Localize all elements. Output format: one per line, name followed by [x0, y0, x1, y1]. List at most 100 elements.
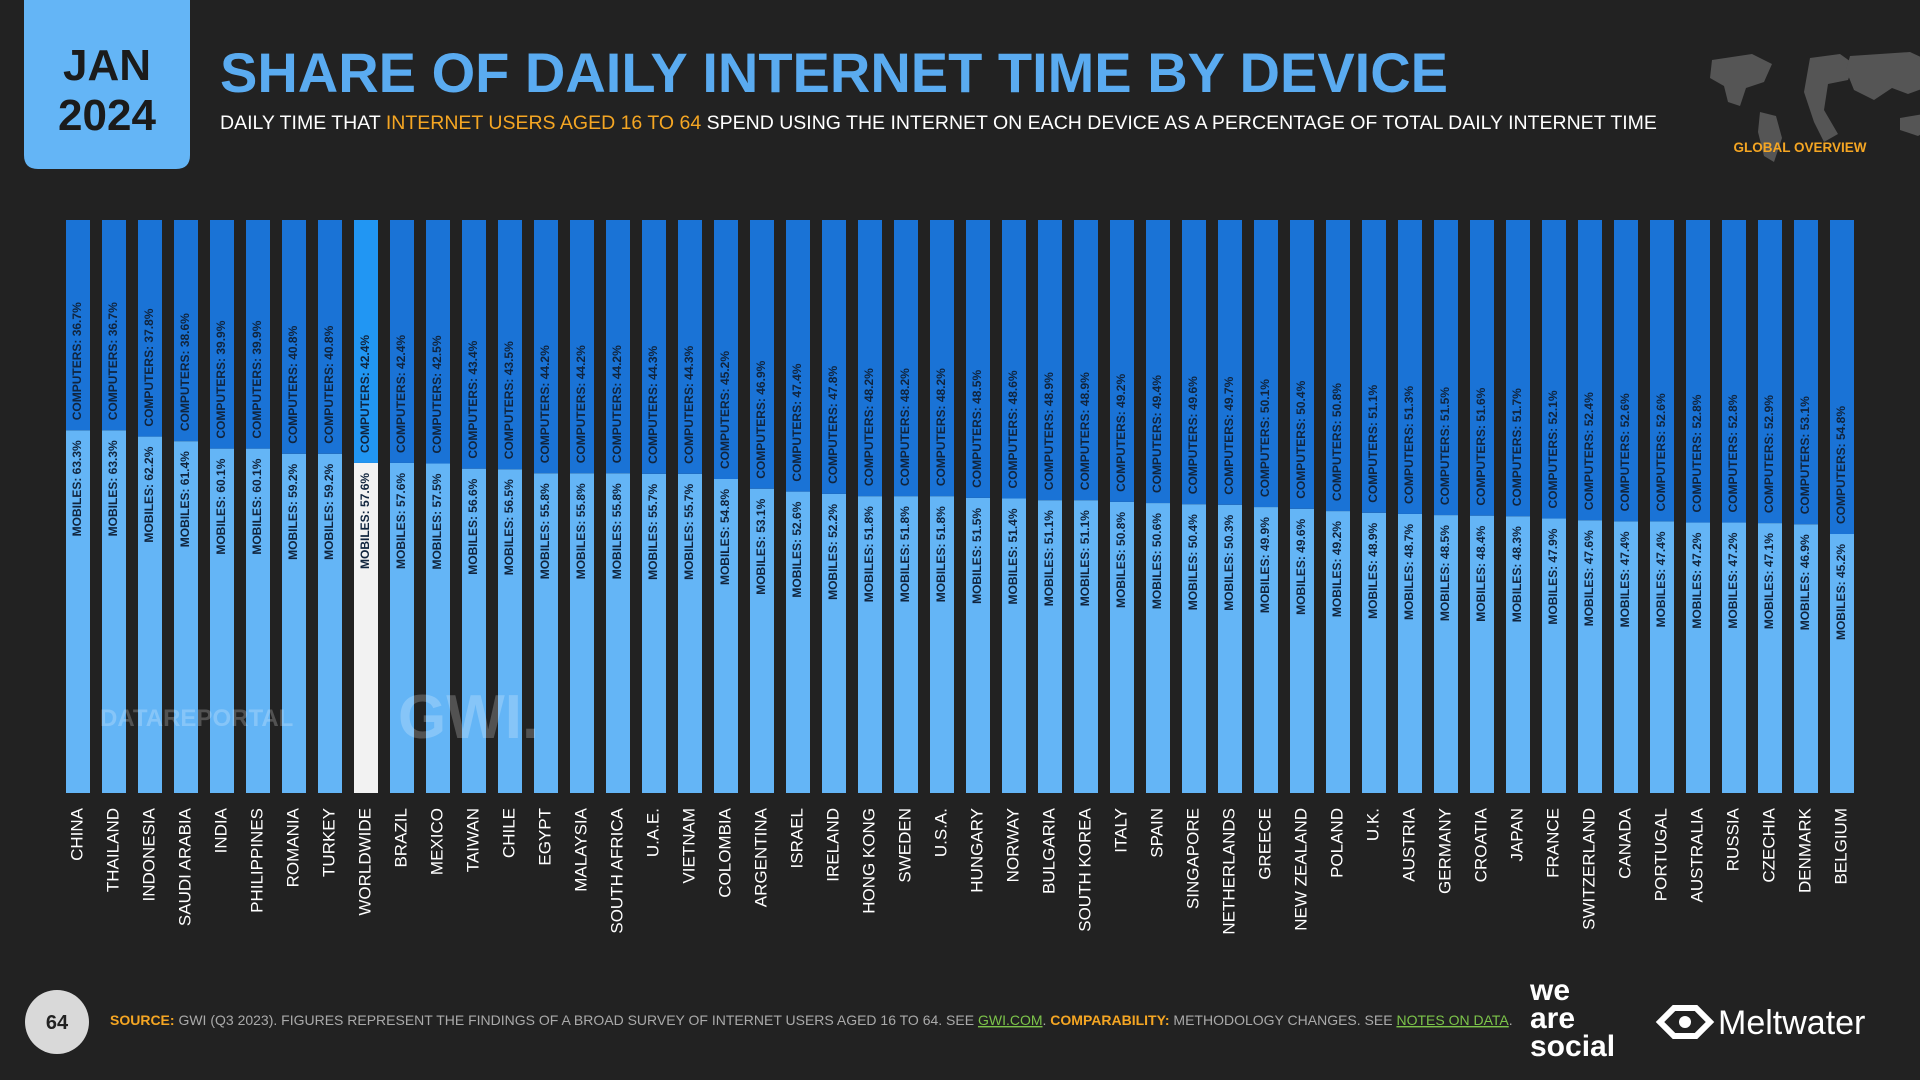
x-tick-label: CHILE — [499, 808, 518, 858]
data-label: MOBILES: 56.6% — [466, 478, 480, 574]
bar-segment — [1794, 220, 1818, 525]
bar-segment — [966, 497, 990, 793]
bar-segment — [1794, 524, 1818, 793]
bar-segment — [750, 488, 774, 793]
x-tick-label: U.S.A. — [931, 808, 950, 857]
x-tick-label: SAUDI ARABIA — [175, 807, 194, 926]
bar-segment — [1506, 516, 1530, 793]
data-label: MOBILES: 51.8% — [934, 506, 948, 602]
data-label: COMPUTERS: 48.2% — [934, 368, 948, 486]
x-tick-label: HONG KONG — [859, 808, 878, 914]
data-label: COMPUTERS: 50.8% — [1330, 383, 1344, 501]
plot: MOBILES: 63.3% COMPUTERS: 36.7% CHINA MOBIL… — [66, 220, 1854, 935]
bar-segment — [1254, 507, 1278, 793]
bar-segment — [1290, 508, 1314, 793]
x-tick-label: U.A.E. — [643, 808, 662, 857]
data-label: MOBILES: 47.6% — [1582, 530, 1596, 626]
wearesocial-logo: we are social — [1529, 974, 1615, 1063]
data-label: MOBILES: 63.3% — [106, 440, 120, 536]
x-tick-label: GREECE — [1255, 808, 1274, 880]
x-tick-label: AUSTRIA — [1399, 807, 1418, 881]
data-label: MOBILES: 47.2% — [1726, 532, 1740, 628]
bar-segment — [1362, 220, 1386, 513]
source-text: . — [1043, 1012, 1051, 1028]
data-label: MOBILES: 46.9% — [1798, 534, 1812, 630]
x-tick-label: HUNGARY — [967, 808, 986, 893]
bar-segment — [1182, 504, 1206, 793]
bar-segment — [642, 220, 666, 474]
source-text: METHODOLOGY CHANGES. SEE — [1170, 1012, 1397, 1028]
bar-segment — [1362, 512, 1386, 793]
bar-segment — [1686, 220, 1710, 523]
bar-segment — [246, 448, 270, 793]
bar-segment — [1002, 220, 1026, 499]
source-text: GWI (Q3 2023). FIGURES REPRESENT THE FIN… — [175, 1012, 978, 1028]
data-label: COMPUTERS: 44.2% — [610, 345, 624, 463]
link[interactable]: NOTES ON DATA — [1396, 1012, 1509, 1028]
date-box — [24, 0, 190, 169]
bar-segment — [426, 463, 450, 793]
data-label: COMPUTERS: 36.7% — [70, 302, 84, 420]
x-tick-label: ITALY — [1111, 808, 1130, 853]
x-tick-label: BRAZIL — [391, 808, 410, 868]
data-label: MOBILES: 51.8% — [862, 506, 876, 602]
data-label: MOBILES: 49.9% — [1258, 517, 1272, 613]
bar-segment — [1326, 511, 1350, 793]
data-label: MOBILES: 59.2% — [322, 463, 336, 559]
bar-segment — [930, 220, 954, 497]
data-label: COMPUTERS: 47.8% — [826, 366, 840, 484]
bar-segment — [858, 496, 882, 793]
bar-segment — [714, 478, 738, 793]
bar-segment — [570, 220, 594, 474]
source-text: . — [1509, 1012, 1513, 1028]
bar-segment — [534, 220, 558, 474]
x-tick-label: CZECHIA — [1759, 807, 1778, 882]
data-label: MOBILES: 50.8% — [1114, 512, 1128, 608]
logo-text: social — [1530, 1030, 1615, 1063]
x-tick-label: SWITZERLAND — [1579, 808, 1598, 930]
bar-segment — [1326, 220, 1350, 512]
x-tick-label: U.K. — [1363, 808, 1382, 841]
data-label: COMPUTERS: 48.9% — [1042, 372, 1056, 490]
data-label: COMPUTERS: 45.2% — [718, 351, 732, 469]
bar-segment — [498, 469, 522, 793]
data-label: COMPUTERS: 38.6% — [178, 313, 192, 431]
bar-segment — [966, 220, 990, 498]
link[interactable]: GWI.COM — [978, 1012, 1043, 1028]
data-label: MOBILES: 51.1% — [1078, 510, 1092, 606]
x-tick-label: GERMANY — [1435, 808, 1454, 894]
data-label: COMPUTERS: 51.5% — [1438, 387, 1452, 505]
data-label: COMPUTERS: 52.6% — [1618, 393, 1632, 511]
bar-segment — [1470, 220, 1494, 516]
data-label: MOBILES: 52.2% — [826, 504, 840, 600]
data-label: MOBILES: 55.8% — [538, 483, 552, 579]
data-label: COMPUTERS: 46.9% — [754, 360, 768, 478]
x-tick-label: COLOMBIA — [715, 807, 734, 897]
bar-segment — [390, 220, 414, 463]
x-tick-label: ISRAEL — [787, 808, 806, 868]
data-label: MOBILES: 51.8% — [898, 506, 912, 602]
bar-segment — [354, 462, 378, 793]
data-label: COMPUTERS: 40.8% — [286, 325, 300, 443]
x-tick-label: CANADA — [1615, 807, 1634, 879]
bar-segment — [210, 448, 234, 793]
data-label: MOBILES: 60.1% — [250, 458, 264, 554]
world-map — [1710, 52, 1920, 162]
data-label: COMPUTERS: 49.6% — [1186, 376, 1200, 494]
data-label: MOBILES: 57.5% — [430, 473, 444, 569]
x-tick-label: FRANCE — [1543, 808, 1562, 878]
x-tick-label: SOUTH AFRICA — [607, 807, 626, 933]
bar-segment — [1002, 498, 1026, 793]
source: SOURCE: GWI (Q3 2023). FIGURES REPRESENT… — [110, 1012, 1513, 1028]
bar-segment — [174, 220, 198, 442]
bar-segment — [570, 473, 594, 793]
data-label: MOBILES: 50.4% — [1186, 514, 1200, 610]
badge: GLOBAL OVERVIEW — [1733, 140, 1866, 155]
data-label: MOBILES: 56.5% — [502, 479, 516, 575]
bar-segment — [1290, 220, 1314, 509]
data-label: COMPUTERS: 48.2% — [898, 368, 912, 486]
data-label: MOBILES: 48.9% — [1366, 522, 1380, 618]
bar-segment — [1650, 521, 1674, 793]
bar-segment — [1434, 515, 1458, 793]
data-label: COMPUTERS: 48.2% — [862, 368, 876, 486]
